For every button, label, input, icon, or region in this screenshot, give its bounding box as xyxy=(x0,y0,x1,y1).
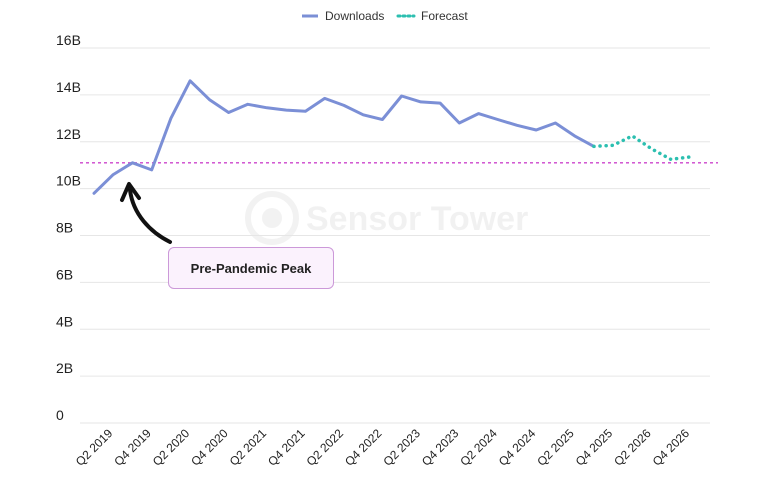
x-tick-label: Q4 2020 xyxy=(188,426,231,469)
x-tick-label: Q2 2024 xyxy=(457,426,500,469)
annotation-arrowhead xyxy=(120,182,141,202)
y-tick-label: 6B xyxy=(56,266,73,282)
watermark: Sensor Tower xyxy=(245,191,528,245)
x-tick-label: Q2 2022 xyxy=(304,426,347,469)
x-tick-label: Q4 2023 xyxy=(419,426,462,469)
x-tick-label: Q2 2023 xyxy=(381,426,424,469)
y-tick-label: 0 xyxy=(56,407,64,423)
series-line-forecast xyxy=(592,134,692,162)
annotation-box: Pre-Pandemic Peak xyxy=(168,247,334,289)
series-layer xyxy=(92,79,692,195)
watermark-text: Sensor Tower xyxy=(306,200,528,238)
legend-label-forecast: Forecast xyxy=(421,9,468,23)
x-tick-label: Q2 2025 xyxy=(534,426,577,469)
y-axis-ticks: 0 2B 4B 6B 8B 10B 12B 14B 16B xyxy=(56,32,81,423)
x-tick-label: Q2 2020 xyxy=(150,426,193,469)
legend: Downloads Forecast xyxy=(302,9,468,23)
y-tick-label: 12B xyxy=(56,126,81,142)
y-tick-label: 16B xyxy=(56,32,81,48)
y-tick-label: 10B xyxy=(56,173,81,189)
series-line-downloads xyxy=(92,79,596,195)
x-tick-label: Q4 2021 xyxy=(265,426,308,469)
x-tick-label: Q2 2019 xyxy=(73,426,116,469)
y-tick-label: 8B xyxy=(56,220,73,236)
annotation-arrow xyxy=(128,188,172,244)
legend-label-downloads: Downloads xyxy=(325,9,384,23)
x-tick-label: Q4 2025 xyxy=(573,426,616,469)
y-tick-label: 4B xyxy=(56,313,73,329)
y-tick-label: 2B xyxy=(56,360,73,376)
annotation-label: Pre-Pandemic Peak xyxy=(190,260,312,276)
x-tick-label: Q2 2021 xyxy=(227,426,270,469)
x-tick-label: Q2 2026 xyxy=(611,426,654,469)
x-tick-label: Q4 2024 xyxy=(496,426,539,469)
x-tick-label: Q4 2022 xyxy=(342,426,385,469)
y-tick-label: 14B xyxy=(56,79,81,95)
x-tick-label: Q4 2019 xyxy=(111,426,154,469)
x-tick-label: Q4 2026 xyxy=(650,426,693,469)
